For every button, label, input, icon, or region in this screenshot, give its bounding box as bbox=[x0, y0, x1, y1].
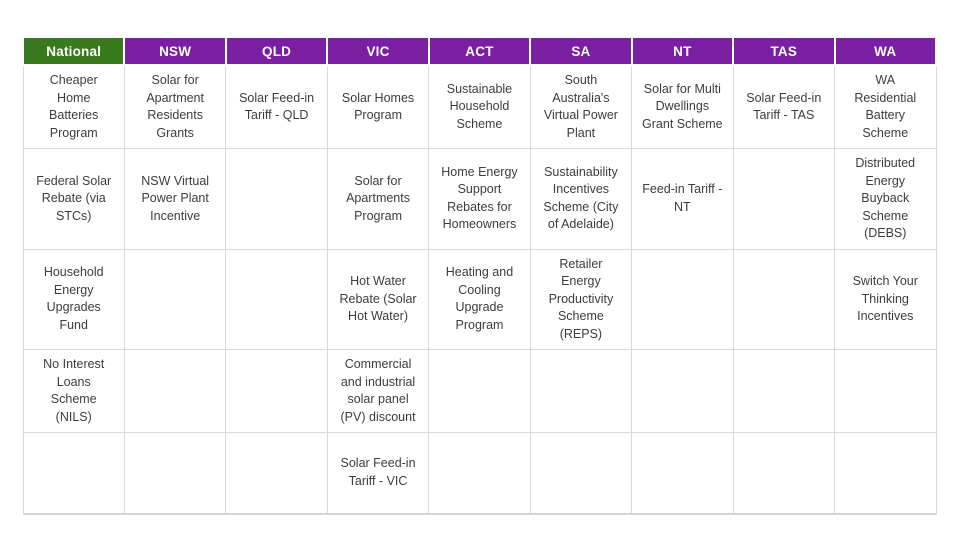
table-cell: South Australia's Virtual Power Plant bbox=[529, 64, 633, 149]
table-cell: Heating and Cooling Upgrade Program bbox=[428, 248, 531, 350]
table-header: National NSW QLD VIC ACT SA NT TAS WA bbox=[21, 36, 937, 66]
table-cell: Federal Solar Rebate (via STCs) bbox=[22, 148, 125, 250]
column-header-wa: WA bbox=[833, 36, 937, 66]
table-cell: Sustainability Incentives Scheme (City o… bbox=[529, 148, 633, 250]
column-header-vic: VIC bbox=[326, 36, 430, 66]
table-cell bbox=[732, 148, 836, 250]
table-cell: NSW Virtual Power Plant Incentive bbox=[123, 148, 227, 250]
table-cell: Commercial and industrial solar panel (P… bbox=[326, 349, 430, 433]
table-cell: No Interest Loans Scheme (NILS) bbox=[22, 349, 125, 433]
table-cell: Household Energy Upgrades Fund bbox=[22, 248, 125, 350]
header-row: National NSW QLD VIC ACT SA NT TAS WA bbox=[21, 36, 937, 66]
table-cell: Solar Feed-in Tariff - TAS bbox=[732, 64, 836, 149]
table-cell bbox=[834, 349, 937, 433]
table-row: Solar Feed-in Tariff - VIC bbox=[22, 432, 937, 515]
table-cell: WA Residential Battery Scheme bbox=[834, 64, 937, 149]
table-row: Household Energy Upgrades Fund Hot Water … bbox=[22, 248, 937, 350]
table-cell bbox=[631, 349, 734, 433]
table-cell bbox=[225, 432, 328, 515]
table-cell: Sustainable Household Scheme bbox=[428, 64, 531, 149]
table-cell bbox=[22, 432, 125, 515]
table-cell: Retailer Energy Productivity Scheme (REP… bbox=[529, 248, 633, 350]
column-header-nsw: NSW bbox=[123, 36, 227, 66]
energy-rebates-table: National NSW QLD VIC ACT SA NT TAS WA Cheaper Ho… bbox=[21, 36, 937, 515]
table-cell bbox=[732, 248, 836, 350]
table-cell bbox=[428, 432, 531, 515]
table-cell: Solar Homes Program bbox=[326, 64, 430, 149]
table-cell: Solar for Apartments Program bbox=[326, 148, 430, 250]
table-cell bbox=[834, 432, 937, 515]
table-cell bbox=[732, 432, 836, 515]
table-cell: Cheaper Home Batteries Program bbox=[22, 64, 125, 149]
table-cell: Solar for Multi Dwellings Grant Scheme bbox=[631, 64, 734, 149]
table-cell: Solar Feed-in Tariff - QLD bbox=[225, 64, 328, 149]
column-header-nt: NT bbox=[630, 36, 735, 66]
column-header-national: National bbox=[21, 36, 126, 66]
table-cell bbox=[225, 349, 328, 433]
table-cell bbox=[225, 248, 328, 350]
table-cell bbox=[529, 349, 633, 433]
table-cell bbox=[631, 248, 734, 350]
rebates-table-container: National NSW QLD VIC ACT SA NT TAS WA Cheaper Ho… bbox=[21, 36, 937, 515]
column-header-act: ACT bbox=[427, 36, 532, 66]
table-cell bbox=[123, 248, 227, 350]
table-cell: Solar for Apartment Residents Grants bbox=[123, 64, 227, 149]
table-cell bbox=[428, 349, 531, 433]
table-cell: Distributed Energy Buyback Scheme (DEBS) bbox=[834, 148, 937, 250]
table-cell bbox=[529, 432, 633, 515]
table-cell: Switch Your Thinking Incentives bbox=[834, 248, 937, 350]
table-cell bbox=[732, 349, 836, 433]
column-header-tas: TAS bbox=[732, 36, 836, 66]
table-cell: Home Energy Support Rebates for Homeowne… bbox=[428, 148, 531, 250]
column-header-qld: QLD bbox=[224, 36, 329, 66]
column-header-sa: SA bbox=[529, 36, 633, 66]
table-cell: Feed-in Tariff - NT bbox=[631, 148, 734, 250]
table-cell bbox=[225, 148, 328, 250]
table-cell bbox=[631, 432, 734, 515]
table-row: Cheaper Home Batteries Program Solar for … bbox=[22, 64, 937, 149]
table-cell bbox=[123, 432, 227, 515]
table-cell: Hot Water Rebate (Solar Hot Water) bbox=[326, 248, 430, 350]
table-cell: Solar Feed-in Tariff - VIC bbox=[326, 432, 430, 515]
table-row: No Interest Loans Scheme (NILS) Commercia… bbox=[22, 349, 937, 433]
table-body: Cheaper Home Batteries Program Solar for … bbox=[22, 64, 937, 515]
table-cell bbox=[123, 349, 227, 433]
table-row: Federal Solar Rebate (via STCs) NSW Virtu… bbox=[22, 148, 937, 250]
